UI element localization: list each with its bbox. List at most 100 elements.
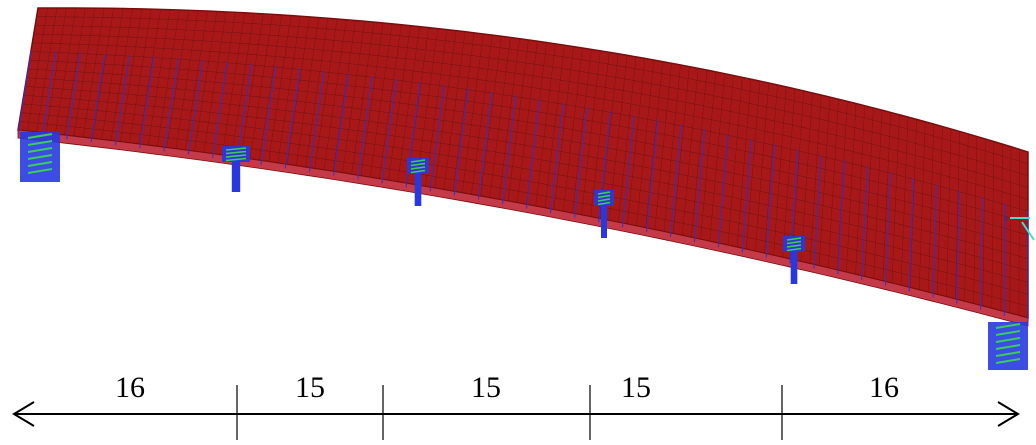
deck-mesh-transverse bbox=[700, 71, 717, 240]
deck-mesh-transverse bbox=[572, 49, 592, 214]
deck-mesh-transverse bbox=[249, 14, 273, 160]
deck-crossbeam bbox=[574, 107, 588, 218]
abutment bbox=[20, 132, 60, 182]
deck-crossbeam bbox=[308, 70, 325, 172]
deck-mesh-transverse bbox=[964, 133, 969, 302]
bearing-hatch bbox=[995, 323, 1021, 329]
deck-mesh-transverse bbox=[645, 61, 663, 228]
pier-column bbox=[790, 250, 798, 284]
deck-mesh-transverse bbox=[1000, 144, 1003, 311]
deck-crossbeam bbox=[622, 115, 635, 228]
span-label-5: 16 bbox=[869, 371, 899, 404]
deck-crossbeam bbox=[41, 51, 57, 137]
deck-mesh-transverse bbox=[101, 8, 124, 140]
bearing-hatch bbox=[786, 240, 802, 245]
deck-mesh-transverse bbox=[64, 7, 86, 136]
deck-crossbeam bbox=[956, 190, 960, 304]
deck-crossbeam bbox=[645, 119, 659, 233]
pier-column bbox=[414, 172, 422, 206]
deck-mesh-transverse bbox=[471, 35, 493, 195]
deck-mesh-transverse bbox=[873, 110, 883, 279]
bearing-hatch bbox=[995, 351, 1021, 357]
deck-mesh-transverse bbox=[305, 18, 329, 168]
bearing-hatch bbox=[597, 201, 611, 206]
deck-mesh-transverse bbox=[745, 81, 761, 250]
deck-mesh-transverse bbox=[891, 114, 900, 284]
bearing-hatch bbox=[597, 194, 611, 199]
bearing-hatch bbox=[225, 157, 247, 162]
deck-mesh-transverse bbox=[727, 77, 743, 246]
bearing-hatch bbox=[225, 154, 247, 158]
deck-mesh-transverse bbox=[82, 8, 105, 138]
deck-mesh-transverse bbox=[709, 73, 725, 242]
deck-mesh-transverse bbox=[773, 86, 787, 256]
deck-crossbeam bbox=[284, 68, 301, 169]
bearing-hatch bbox=[786, 237, 802, 241]
deck-crossbeam bbox=[90, 53, 106, 143]
deck-crossbeam bbox=[884, 172, 892, 286]
deck-crossbeam bbox=[765, 144, 776, 258]
deck-mesh-transverse bbox=[332, 20, 356, 172]
deck-mesh-transverse bbox=[846, 103, 857, 273]
deck-mesh-transverse bbox=[36, 7, 58, 133]
deck-mesh-transverse bbox=[379, 24, 402, 179]
deck-crossbeam bbox=[139, 56, 155, 149]
deck-crossbeam bbox=[908, 178, 915, 292]
pier-column bbox=[231, 160, 241, 192]
abutment bbox=[988, 322, 1028, 370]
deck-surface bbox=[17, 7, 1029, 319]
deck-crossbeam bbox=[501, 95, 517, 205]
deck-mesh-transverse bbox=[900, 117, 909, 286]
deck-mesh-transverse bbox=[973, 136, 978, 304]
deck-mesh-transverse bbox=[351, 22, 375, 175]
pier bbox=[222, 146, 250, 192]
deck-crossbeam bbox=[260, 65, 277, 165]
bearing-hatch bbox=[995, 337, 1021, 343]
deck-mesh-transverse bbox=[928, 124, 935, 293]
deck-mesh-transverse bbox=[864, 107, 874, 277]
deck-mesh-transverse bbox=[827, 99, 839, 268]
deck-mesh-transverse bbox=[397, 26, 420, 182]
deck-mesh-transverse bbox=[295, 17, 319, 166]
deck-crossbeam bbox=[669, 124, 682, 238]
span-label-3: 15 bbox=[471, 371, 501, 404]
span-label-1: 16 bbox=[115, 371, 145, 404]
deck-crossbeam bbox=[477, 91, 493, 200]
bearing-hatch bbox=[27, 154, 53, 160]
deck-mesh-transverse bbox=[672, 66, 690, 234]
deck-mesh-transverse bbox=[636, 59, 655, 226]
deck-crossbeam bbox=[813, 154, 822, 269]
deck-mesh-transverse bbox=[45, 7, 67, 134]
deck-crossbeam bbox=[211, 61, 228, 158]
deck-mesh-transverse bbox=[480, 36, 502, 197]
deck-crossbeam bbox=[453, 88, 469, 196]
deck-mesh-transverse bbox=[443, 31, 466, 190]
deck-crossbeam bbox=[837, 160, 845, 275]
axis-gizmo: x bbox=[1004, 214, 1035, 241]
deck-mesh-transverse bbox=[240, 13, 264, 158]
deck-mesh-transverse bbox=[194, 11, 217, 152]
deck-mesh-transverse bbox=[286, 16, 310, 165]
deck-crossbeam bbox=[525, 99, 541, 209]
deck-mesh-transverse bbox=[92, 8, 114, 139]
pier-column bbox=[601, 204, 607, 238]
deck-mesh-transverse bbox=[388, 25, 411, 181]
deck-mesh-transverse bbox=[535, 43, 556, 207]
deck-mesh-transverse bbox=[203, 11, 227, 153]
deck-mesh-transverse bbox=[138, 9, 161, 145]
deck-mesh-transverse bbox=[553, 46, 574, 210]
deck-crossbeam bbox=[333, 73, 349, 176]
bearing-hatch bbox=[597, 191, 611, 195]
axis-y-arrow bbox=[1021, 221, 1035, 241]
deck-mesh-transverse bbox=[110, 8, 133, 141]
pier bbox=[594, 190, 614, 238]
deck-crossbeam bbox=[549, 103, 564, 214]
deck-mesh-transverse bbox=[617, 56, 637, 223]
bearing-hatch bbox=[995, 358, 1021, 364]
deck-mesh-transverse bbox=[489, 37, 511, 198]
deck-mesh-transverse bbox=[855, 105, 865, 275]
deck-mesh-transverse bbox=[544, 45, 565, 208]
deck-mesh-transverse bbox=[982, 138, 986, 307]
bearing-hatch bbox=[27, 133, 53, 139]
deck-mesh-transverse bbox=[259, 14, 282, 161]
